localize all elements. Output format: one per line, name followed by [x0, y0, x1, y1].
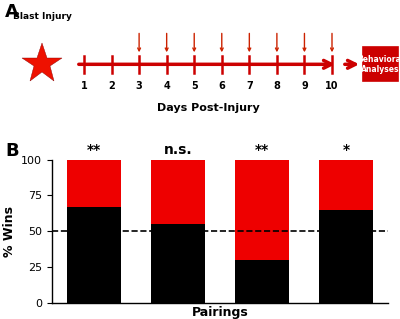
Bar — [67, 160, 121, 207]
Text: *: * — [342, 143, 350, 157]
Text: **: ** — [255, 143, 269, 157]
Text: 7: 7 — [246, 81, 253, 91]
Y-axis label: % Wins: % Wins — [3, 206, 16, 257]
Text: n.s.: n.s. — [164, 143, 192, 157]
Text: B: B — [5, 142, 18, 160]
Bar — [151, 160, 205, 224]
Text: **: ** — [87, 143, 101, 157]
Text: 2: 2 — [108, 81, 115, 91]
Text: 4: 4 — [163, 81, 170, 91]
Bar — [319, 210, 373, 303]
FancyBboxPatch shape — [363, 47, 398, 81]
Text: 6: 6 — [218, 81, 225, 91]
Text: 10: 10 — [325, 81, 339, 91]
Text: 1: 1 — [81, 81, 87, 91]
Text: 9: 9 — [301, 81, 308, 91]
Text: A: A — [5, 3, 19, 21]
Text: 3: 3 — [136, 81, 142, 91]
Bar — [151, 224, 205, 303]
Text: Behavioral
Analyses: Behavioral Analyses — [357, 55, 400, 74]
Text: 8: 8 — [274, 81, 280, 91]
Text: Pairings: Pairings — [192, 306, 248, 319]
Bar — [319, 160, 373, 210]
Bar — [235, 260, 289, 303]
Bar — [235, 160, 289, 260]
Text: Days Post-Injury: Days Post-Injury — [157, 103, 259, 113]
Text: 5: 5 — [191, 81, 198, 91]
Text: Blast Injury: Blast Injury — [12, 12, 72, 21]
Bar — [67, 207, 121, 303]
